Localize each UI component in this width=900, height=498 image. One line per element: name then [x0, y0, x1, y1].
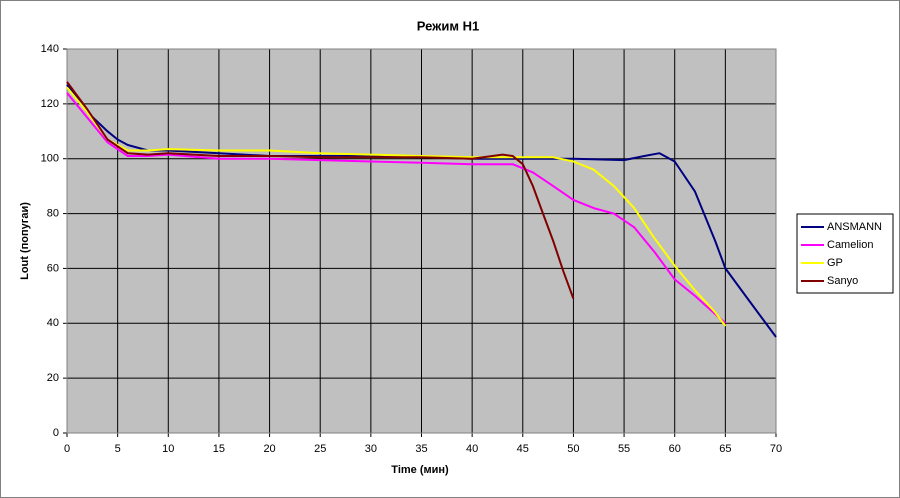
legend-label: GP — [827, 257, 843, 269]
legend-label: Sanyo — [827, 275, 858, 287]
x-tick-label: 20 — [263, 443, 275, 455]
x-tick-label: 45 — [517, 443, 529, 455]
x-tick-label: 40 — [466, 443, 478, 455]
y-axis-title: Lout (попугаи) — [19, 202, 31, 280]
x-tick-label: 15 — [213, 443, 225, 455]
y-tick-label: 120 — [41, 98, 59, 110]
series-line — [66, 92, 727, 325]
x-tick-label: 0 — [64, 443, 70, 455]
x-tick-label: 5 — [115, 443, 121, 455]
y-tick-label: 40 — [47, 317, 59, 329]
legend-label: Camelion — [827, 239, 873, 251]
x-tick-label: 25 — [314, 443, 326, 455]
x-tick-label: 30 — [365, 443, 377, 455]
x-axis-title: Time (мин) — [391, 464, 449, 476]
y-tick-label: 100 — [41, 153, 59, 165]
x-tick-label: 50 — [567, 443, 579, 455]
x-tick-label: 55 — [618, 443, 630, 455]
series-line — [66, 81, 575, 299]
series-line — [66, 86, 727, 327]
x-tick-label: 35 — [415, 443, 427, 455]
legend-box — [796, 213, 894, 294]
y-tick-label: 0 — [53, 427, 59, 439]
plot-border — [66, 48, 777, 434]
y-tick-label: 20 — [47, 372, 59, 384]
x-tick-label: 60 — [669, 443, 681, 455]
x-tick-label: 70 — [770, 443, 782, 455]
chart-title: Режим H1 — [417, 18, 479, 33]
legend-label: ANSMANN — [827, 221, 882, 233]
x-tick-label: 10 — [162, 443, 174, 455]
y-tick-label: 140 — [41, 43, 59, 55]
y-tick-label: 80 — [47, 207, 59, 219]
y-tick-label: 60 — [47, 262, 59, 274]
x-tick-label: 65 — [719, 443, 731, 455]
